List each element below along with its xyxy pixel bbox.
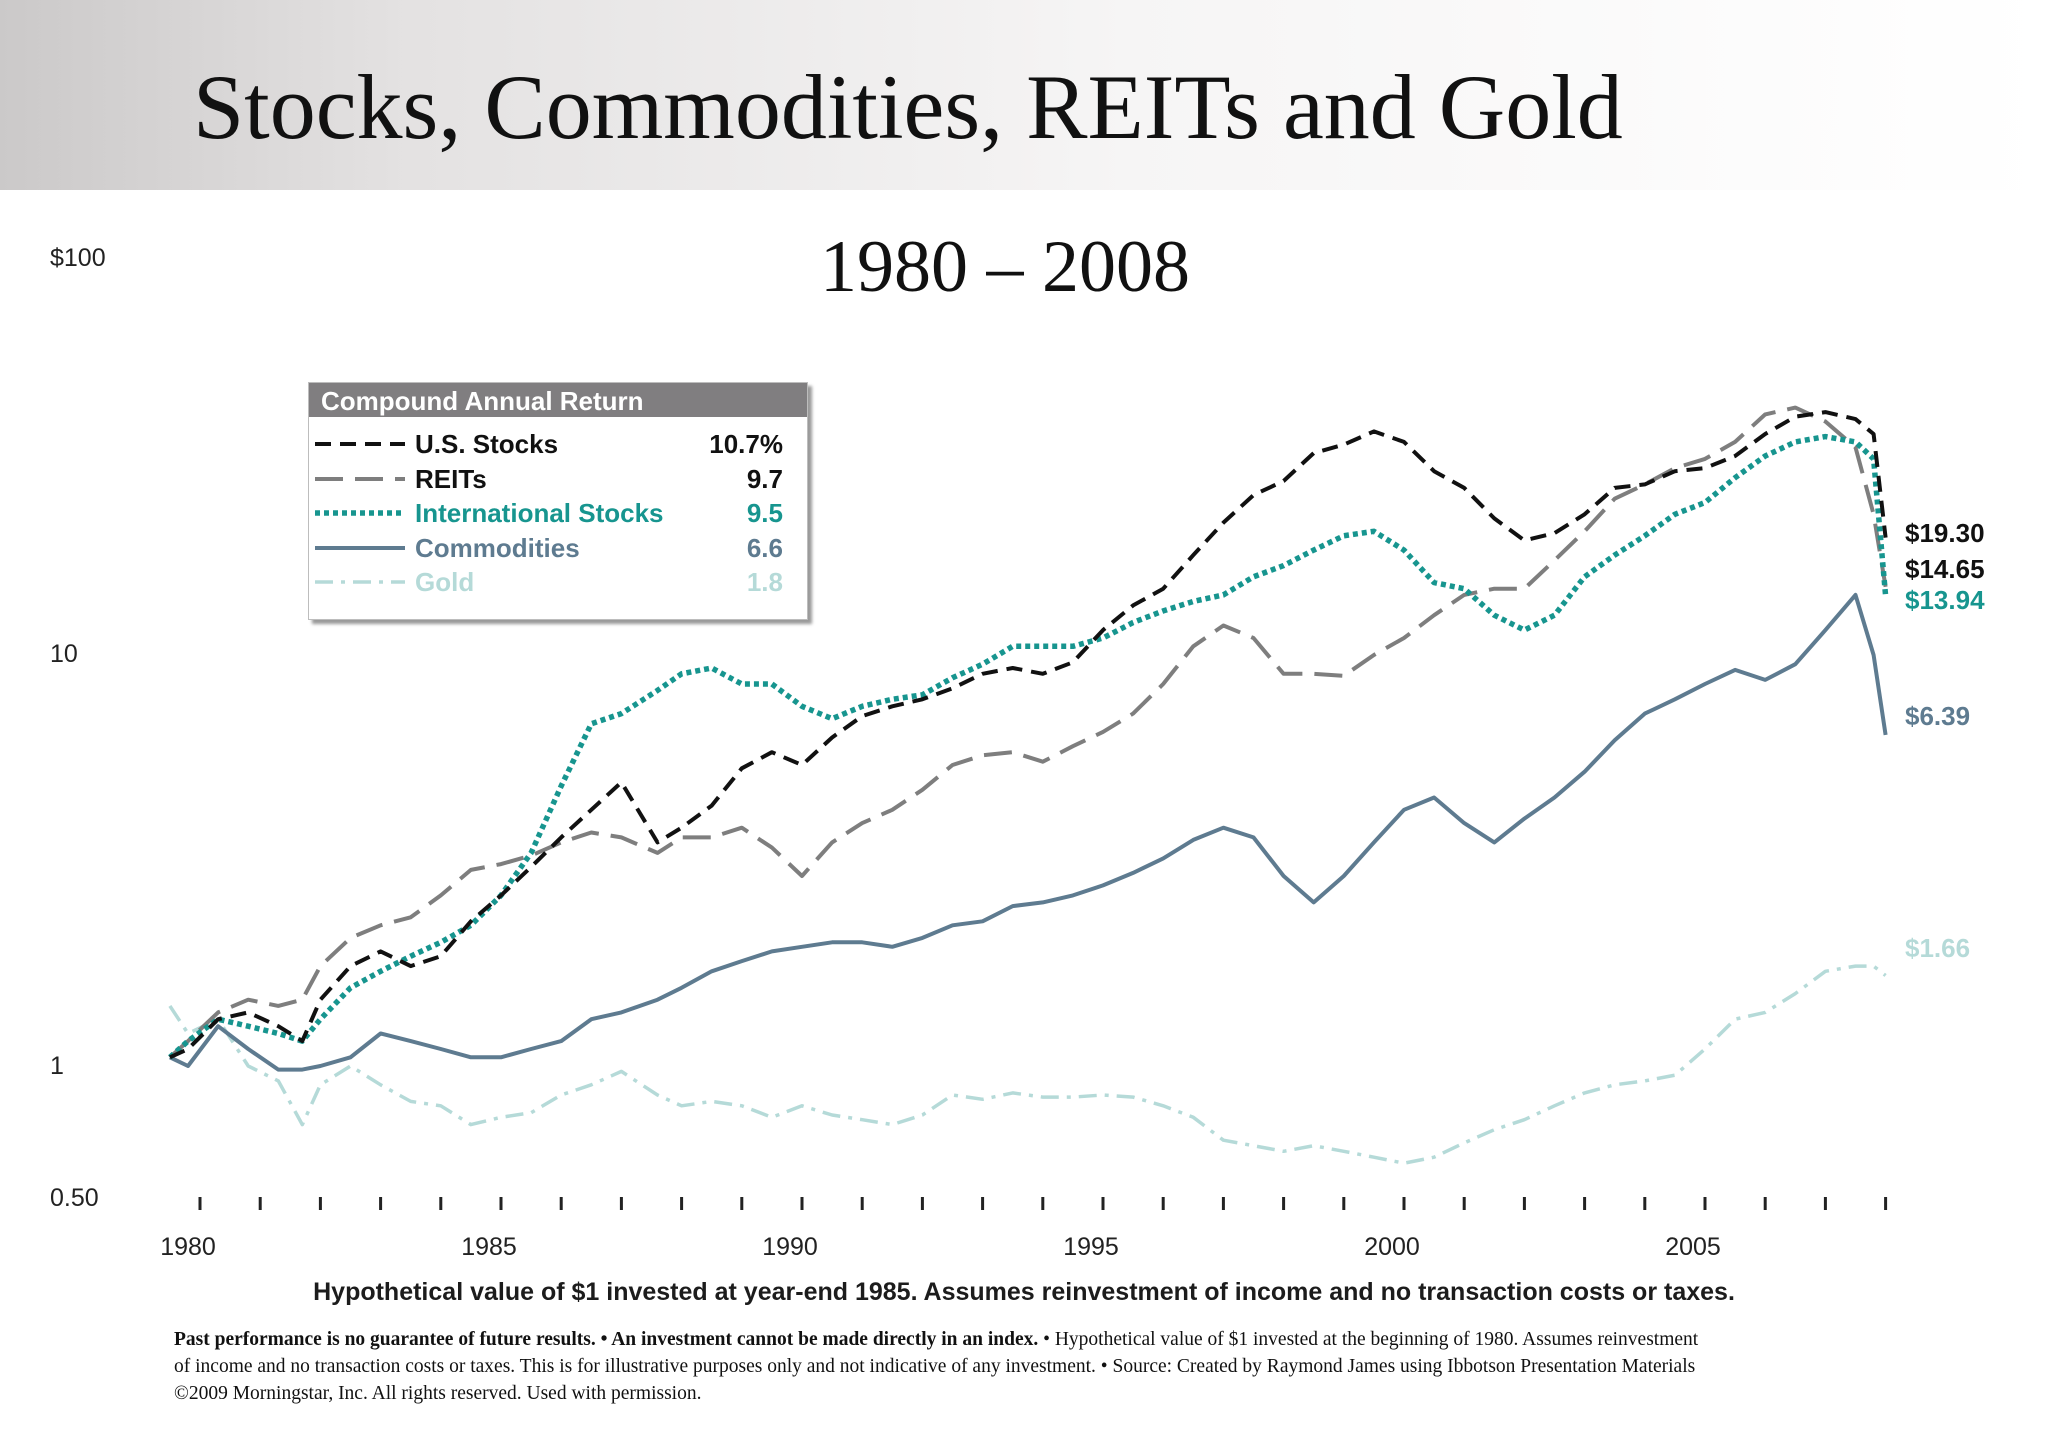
y-tick-label: 10 bbox=[50, 640, 78, 668]
x-tick-label: 2005 bbox=[1665, 1233, 1721, 1261]
x-tick-label: 1990 bbox=[762, 1233, 818, 1261]
legend-label: U.S. Stocks bbox=[415, 429, 559, 459]
series-line-reits bbox=[168, 405, 1888, 1059]
series-layer bbox=[168, 405, 1889, 1165]
disclaimer-text: • Hypothetical value of $1 invested at t… bbox=[174, 1329, 1699, 1404]
legend-cagr: 9.7 bbox=[746, 463, 783, 494]
legend-cagr: 10.7% bbox=[709, 429, 783, 459]
chart-subtitle: 1980 – 2008 bbox=[820, 226, 1190, 308]
end-value-label: $1.66 bbox=[1905, 933, 1970, 963]
end-value-label: $13.94 bbox=[1905, 585, 1985, 615]
disclaimer-bold: Past performance is no guarantee of futu… bbox=[174, 1329, 1039, 1350]
legend-swatch bbox=[315, 545, 405, 550]
series-line-international-stocks bbox=[168, 433, 1889, 1060]
x-tick-label: 1980 bbox=[160, 1233, 216, 1261]
legend-item: U.S. Stocks 10.7% bbox=[309, 427, 809, 461]
chart-caption: Hypothetical value of $1 invested at yea… bbox=[313, 1278, 1735, 1306]
legend: Compound Annual Return U.S. Stocks 10.7% R… bbox=[308, 382, 808, 620]
end-value-label: $19.30 bbox=[1905, 518, 1985, 548]
end-value-label: $14.65 bbox=[1905, 554, 1985, 584]
legend-item: Gold 1.8 bbox=[309, 565, 809, 599]
y-tick-label: 0.50 bbox=[50, 1184, 99, 1212]
legend-item: REITs 9.7 bbox=[309, 462, 809, 496]
legend-cagr: 9.5 bbox=[746, 498, 783, 528]
legend-label: Commodities bbox=[415, 532, 580, 563]
legend-label: International Stocks bbox=[415, 498, 664, 528]
legend-cagr: 1.8 bbox=[746, 567, 783, 597]
disclaimer: Past performance is no guarantee of futu… bbox=[174, 1326, 1714, 1407]
y-tick-label: $100 bbox=[50, 244, 106, 272]
page-title: Stocks, Commodities, REITs and Gold bbox=[193, 56, 1623, 158]
series-line-u-s-stocks bbox=[169, 410, 1888, 1060]
x-tick-label: 1995 bbox=[1063, 1233, 1119, 1261]
legend-swatch bbox=[315, 580, 405, 584]
legend-swatch bbox=[315, 442, 405, 446]
y-axis: $100 10 1 0.50 bbox=[50, 244, 106, 1212]
legend-title: Compound Annual Return bbox=[309, 383, 807, 417]
x-axis: 1980 1985 1990 1995 2000 2005 bbox=[160, 1197, 1888, 1261]
legend-swatch bbox=[315, 510, 405, 516]
x-tick-label: 2000 bbox=[1364, 1233, 1420, 1261]
legend-item: International Stocks 9.5 bbox=[309, 496, 809, 530]
legend-label: REITs bbox=[415, 463, 487, 494]
legend-cagr: 6.6 bbox=[746, 532, 783, 563]
title-banner bbox=[0, 0, 2048, 190]
end-labels: $19.30 $14.65$13.94 $6.39 $1.66 bbox=[1905, 518, 1985, 963]
y-tick-label: 1 bbox=[50, 1052, 64, 1080]
legend-swatch bbox=[315, 476, 405, 481]
series-line-gold bbox=[168, 964, 1887, 1165]
legend-item: Commodities 6.6 bbox=[309, 531, 809, 565]
end-value-label: $6.39 bbox=[1905, 701, 1970, 731]
legend-label: Gold bbox=[415, 567, 475, 597]
x-tick-label: 1985 bbox=[461, 1233, 517, 1261]
line-chart: $100 10 1 0.50 1980 1985 1990 1995 2000 2005 $19… bbox=[50, 244, 1985, 1261]
series-line-commodities bbox=[169, 592, 1888, 1072]
